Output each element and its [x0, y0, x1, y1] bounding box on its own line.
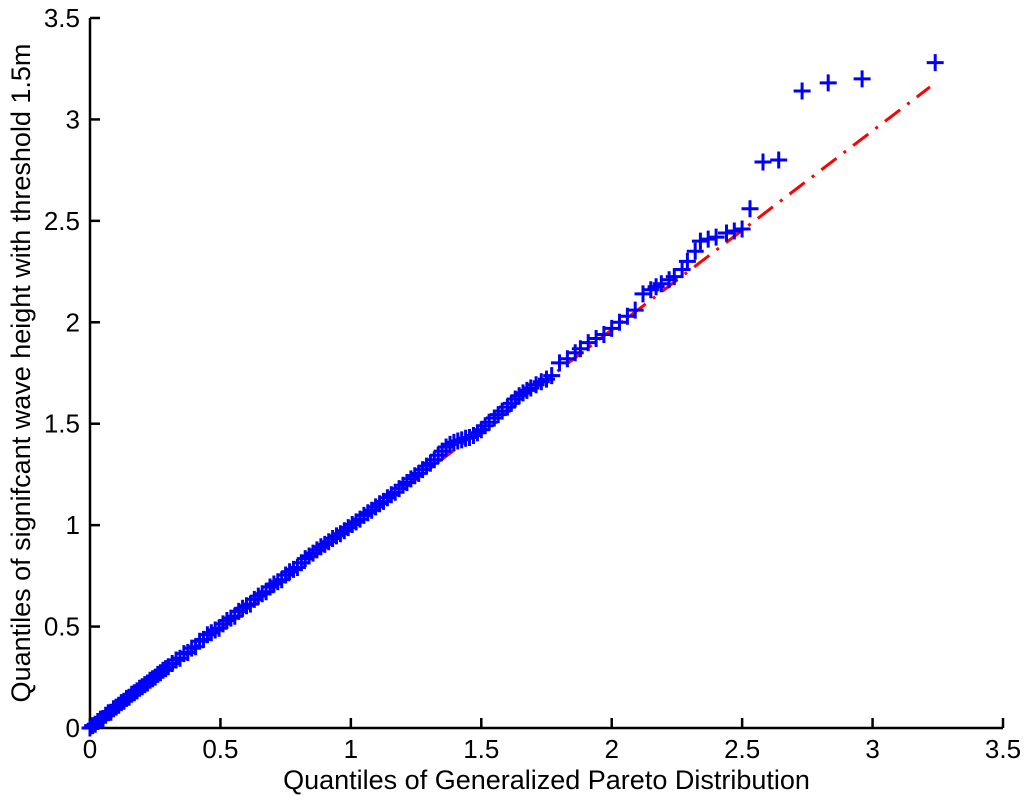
x-tick-label: 3 — [865, 734, 879, 764]
x-tick-label: 2 — [604, 734, 618, 764]
y-tick-label: 2.5 — [44, 206, 80, 236]
x-tick-label: 1 — [344, 734, 358, 764]
y-tick-label: 3 — [66, 104, 80, 134]
axes-layer: 0 0.5 1 1.5 2 2.5 3 3.5 0 0.5 1 1.5 2 2.5 3 3.5 — [44, 3, 1021, 764]
y-axis-label: Quantiles of signifcant wave height with… — [6, 44, 36, 703]
x-tick-label: 0.5 — [202, 734, 238, 764]
y-tick-label: 2 — [66, 307, 80, 337]
scatter-marker-layer — [81, 54, 944, 737]
x-tick-label: 0 — [83, 734, 97, 764]
y-tick-label: 0.5 — [44, 612, 80, 642]
y-tick-label: 1.5 — [44, 409, 80, 439]
x-tick-label: 1.5 — [463, 734, 499, 764]
y-tick-label: 1 — [66, 510, 80, 540]
x-tick-label: 3.5 — [985, 734, 1021, 764]
x-tick-label: 2.5 — [724, 734, 760, 764]
scatter-markers — [81, 54, 944, 737]
y-tick-label: 3.5 — [44, 3, 80, 33]
y-tick-label: 0 — [66, 713, 80, 743]
x-axis-label: Quantiles of Generalized Pareto Distribu… — [283, 765, 810, 795]
